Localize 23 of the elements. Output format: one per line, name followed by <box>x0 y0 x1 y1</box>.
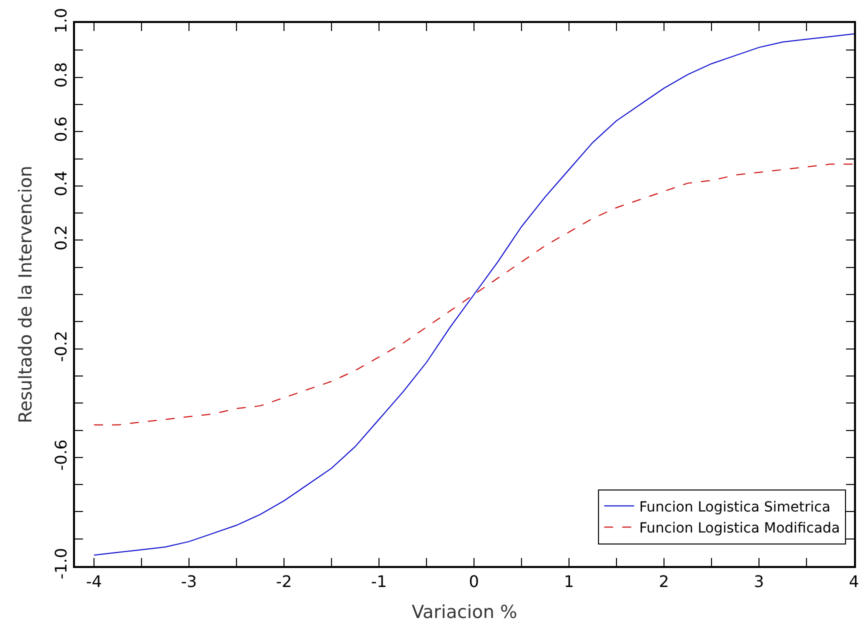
y-tick-label: 0.2 <box>52 225 71 251</box>
legend-label: Funcion Logistica Modificada <box>639 520 840 537</box>
x-tick-label: -4 <box>86 572 102 592</box>
y-tick-label: 0.6 <box>52 116 71 142</box>
y-tick-label: -1.0 <box>52 548 71 580</box>
x-tick-label: -3 <box>181 572 197 592</box>
x-axis-title: Variacion % <box>412 602 518 623</box>
x-tick-label: 1 <box>564 572 574 592</box>
x-tick-label: -2 <box>276 572 292 592</box>
y-tick-label: 1.0 <box>52 8 71 34</box>
x-tick-label: 4 <box>848 572 860 592</box>
x-tick-label: 2 <box>658 572 670 592</box>
line-series <box>94 164 854 426</box>
x-tick-label: -1 <box>371 572 387 592</box>
line-series <box>94 33 854 556</box>
y-tick-label: -0.6 <box>52 439 71 471</box>
y-tick-label: 0.4 <box>52 170 71 196</box>
y-tick-label: -0.2 <box>52 330 71 362</box>
legend-label: Funcion Logistica Simetrica <box>639 499 830 516</box>
x-tick-label: 3 <box>754 572 764 592</box>
x-tick-label: 0 <box>468 572 480 592</box>
y-tick-label: 0.8 <box>52 62 71 88</box>
y-axis-title: Resultado de la Intervencion <box>15 166 36 424</box>
